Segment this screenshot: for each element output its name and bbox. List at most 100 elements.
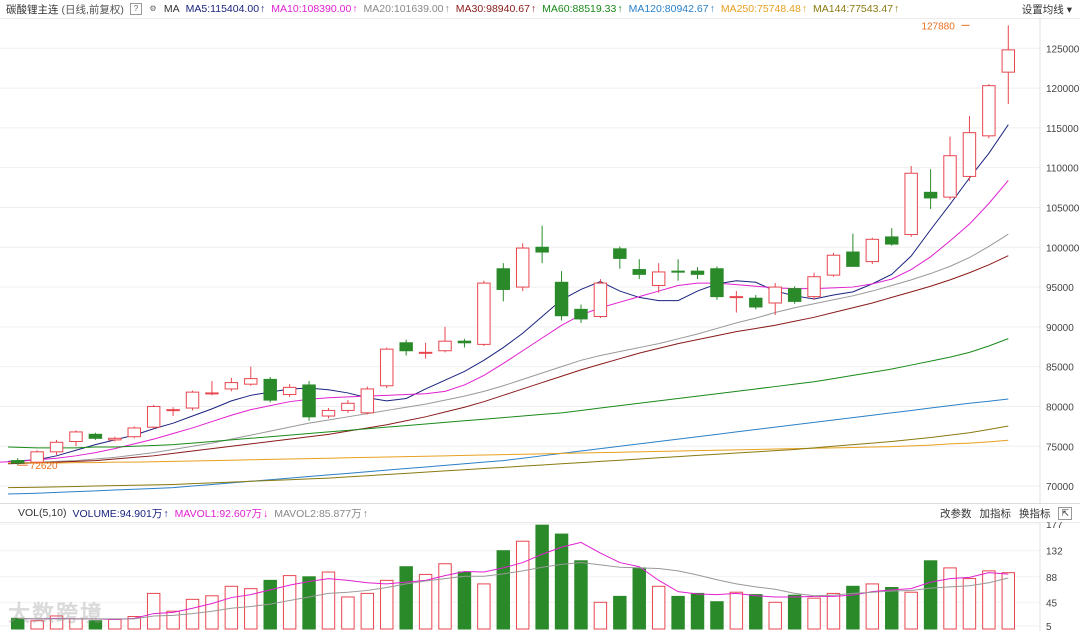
volume-bar [768, 601, 782, 630]
vol-legend-item-0: VOLUME:94.901万↑ [72, 507, 169, 520]
candle-body [632, 269, 646, 275]
candle-body [69, 431, 83, 442]
y-tick-label: 120000 [1046, 84, 1080, 95]
volume-bar [787, 594, 802, 630]
candle-body [49, 441, 64, 453]
ma-legend-items: MA5:115404.00↑ MA10:108390.00↑ MA20:101639… [180, 3, 900, 15]
volume-bar [613, 595, 627, 630]
candle-body [923, 191, 938, 199]
ma-legend-item-3: MA30:98940.67↑ [455, 3, 537, 15]
volume-bar [146, 592, 161, 630]
y-tick-label: 70000 [1046, 482, 1074, 493]
ma-legend-item-7: MA144:77543.47↑ [813, 3, 900, 15]
candle-body [341, 402, 355, 411]
volume-bar [982, 570, 996, 630]
volume-bar [515, 540, 530, 630]
volume-bar [554, 533, 569, 630]
period-label: (日线,前复权) [61, 3, 124, 16]
volume-bar [690, 592, 705, 630]
switch-indicator-button[interactable]: 换指标 [1018, 507, 1051, 520]
candle-body [418, 351, 433, 354]
volume-bar [282, 575, 297, 630]
y-tick-label: 110000 [1046, 164, 1079, 175]
expand-icon[interactable]: ⇱ [1058, 506, 1072, 520]
annotation-label: 72620 [30, 461, 58, 472]
candle-body [185, 391, 200, 409]
candle-body [826, 254, 841, 276]
volume-bar [807, 597, 821, 630]
candle-body [515, 247, 530, 288]
vol-ma-line-mavol2 [17, 562, 1009, 620]
volume-bar [593, 601, 608, 630]
candle-body [10, 460, 25, 464]
volume-title: VOL(5,10) [18, 507, 67, 519]
volume-bar [535, 524, 549, 630]
candle-body [1001, 49, 1016, 73]
volume-bar [166, 610, 180, 630]
candle-body [593, 282, 608, 318]
y-tick-label: 80000 [1046, 402, 1074, 413]
candle-body [477, 282, 491, 345]
candle-body [263, 378, 277, 401]
volume-bar [205, 595, 219, 630]
ma-line-ma120 [7, 398, 1009, 495]
help-icon[interactable]: ? [129, 3, 142, 15]
volume-bar [108, 619, 122, 630]
candle-body [962, 132, 977, 177]
candle-body [651, 271, 666, 286]
volume-bar [904, 591, 918, 630]
ma-line-ma10 [0, 180, 1009, 463]
candle-body [982, 85, 996, 137]
volume-bar [10, 617, 25, 630]
vol-legend-item-1: MAVOL1:92.607万↓ [174, 507, 269, 520]
vol-y-tick-label: 45 [1046, 598, 1058, 609]
y-tick-label: 75000 [1046, 442, 1074, 453]
volume-bar [885, 586, 899, 630]
volume-bar [30, 620, 44, 630]
candle-body [729, 296, 744, 299]
price-annotation: 127880 [921, 21, 970, 32]
volume-bar [380, 579, 394, 630]
ma-line-ma60 [7, 338, 1009, 449]
gear-icon[interactable]: ⚙ [149, 4, 157, 13]
volume-bar [574, 560, 588, 630]
candle-body [127, 427, 141, 438]
volume-bar [438, 563, 452, 630]
candle-body [321, 409, 336, 417]
price-annotation: 72620 [17, 461, 58, 472]
candle-body [535, 246, 549, 253]
edit-params-button[interactable]: 改参数 [939, 507, 972, 520]
candle-body [399, 342, 413, 352]
candle-body [749, 297, 763, 308]
candle-body [302, 384, 316, 418]
candle-body [613, 248, 627, 259]
volume-bar [302, 576, 316, 630]
volume-bar [457, 571, 472, 630]
ma-legend-item-1: MA10:108390.00↑ [271, 3, 358, 15]
candle-body [807, 276, 821, 298]
candle-body [904, 172, 918, 236]
y-tick-label: 85000 [1046, 363, 1074, 374]
vol-ma-line-mavol1 [17, 541, 1009, 621]
ma-legend-item-0: MA5:115404.00↑ [185, 3, 266, 15]
ma-settings-button[interactable]: 设置均线 ▾ [1021, 3, 1072, 16]
y-tick-label: 90000 [1046, 323, 1074, 334]
ma-legend-item-2: MA20:101639.00↑ [363, 3, 450, 15]
candle-body [205, 392, 219, 395]
candle-body [30, 451, 44, 463]
candle-body [457, 340, 472, 344]
ma-line-ma30 [7, 255, 1009, 465]
volume-bar [943, 567, 957, 630]
volume-chart[interactable]: 5 45 88 132 177 [0, 522, 1080, 631]
ma-legend-item-4: MA60:88519.33↑ [542, 3, 623, 15]
add-indicator-button[interactable]: 加指标 [979, 507, 1011, 520]
main-chart-legend: 碳酸锂主连 (日线,前复权) ? ⚙ MA MA5:115404.00↑ MA10… [0, 0, 1080, 19]
volume-bar [341, 596, 355, 630]
vol-y-tick-label: 132 [1046, 547, 1063, 558]
candlestick-chart[interactable]: 70000 75000 80000 85000 90000 95000 100000 1050… [0, 18, 1080, 503]
watermark: 大数跨境 [8, 601, 105, 626]
candle-body [146, 405, 161, 428]
y-tick-label: 95000 [1046, 283, 1074, 294]
volume-bar [749, 594, 763, 630]
candle-body [380, 348, 394, 387]
